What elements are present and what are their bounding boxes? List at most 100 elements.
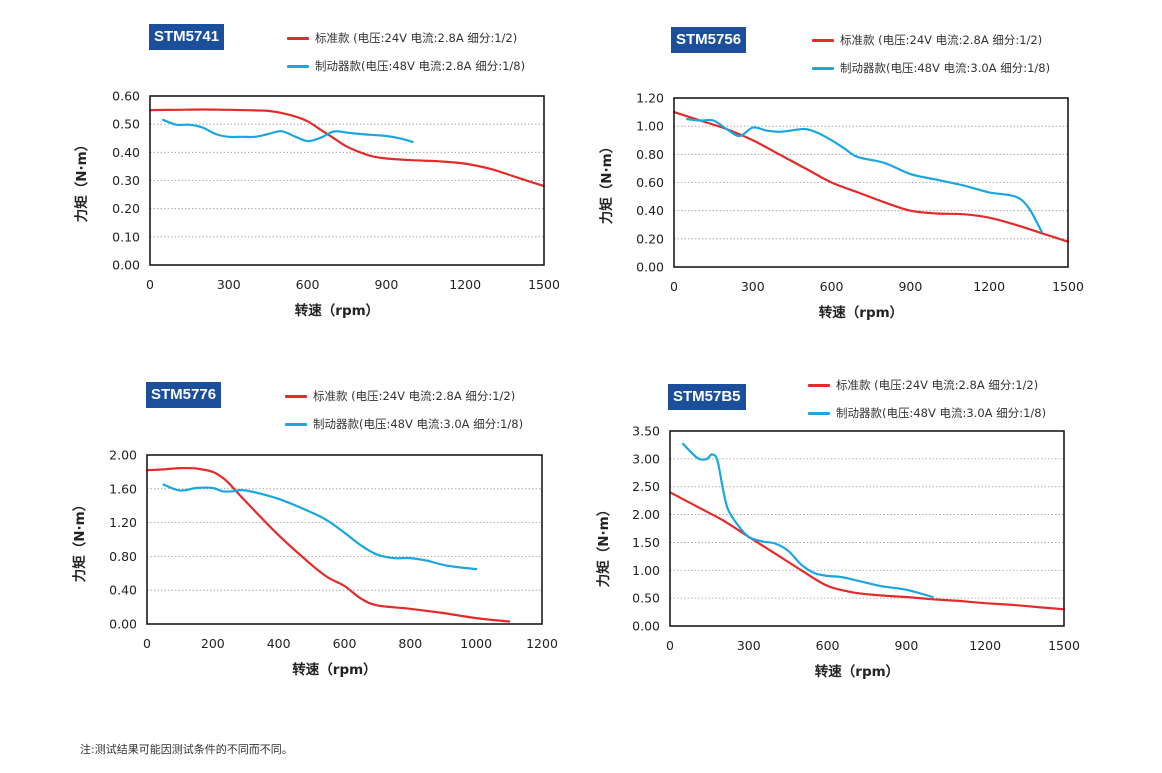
x-tick-label: 1500: [528, 277, 560, 292]
y-tick-label: 0.50: [112, 117, 140, 132]
x-tick-label: 800: [398, 636, 422, 651]
x-tick-label: 0: [666, 638, 674, 653]
legend-swatch-red: [812, 38, 834, 42]
series-line-standard: [672, 111, 1070, 243]
x-tick-label: 0: [143, 636, 151, 651]
y-tick-label: 1.50: [632, 535, 660, 550]
x-axis-label: 转速（rpm）: [295, 302, 379, 319]
y-tick-label: 0.00: [109, 617, 137, 632]
y-axis-label: 力矩（N·m）: [73, 138, 90, 223]
x-tick-label: 600: [820, 279, 844, 294]
legend-item-brake: 制动器款(电压:48V 电流:3.0A 细分:1/8): [812, 60, 1050, 76]
y-tick-label: 0.00: [632, 619, 660, 634]
legend-swatch-blue: [285, 422, 307, 426]
y-tick-label: 1.00: [632, 563, 660, 578]
y-tick-label: 0.10: [112, 229, 140, 244]
plot-frame: [673, 97, 1069, 268]
x-tick-label: 600: [333, 636, 357, 651]
y-tick-label: 0.30: [112, 173, 140, 188]
plot-frame: [149, 95, 545, 266]
series-line-brake: [682, 442, 934, 599]
x-tick-label: 300: [217, 277, 241, 292]
x-tick-label: 1500: [1048, 638, 1080, 653]
footnote: 注:测试结果可能因测试条件的不同而不同。: [80, 743, 293, 756]
y-tick-label: 3.00: [632, 451, 660, 466]
y-tick-label: 0.60: [112, 89, 140, 104]
y-tick-label: 1.20: [109, 515, 137, 530]
legend-label: 制动器款(电压:48V 电流:3.0A 细分:1/8): [836, 406, 1047, 420]
x-tick-label: 300: [737, 638, 761, 653]
y-tick-label: 0.40: [112, 145, 140, 160]
x-tick-label: 600: [816, 638, 840, 653]
y-tick-label: 0.20: [636, 231, 664, 246]
y-tick-label: 1.00: [636, 119, 664, 134]
legend-swatch-red: [287, 36, 309, 40]
series-line-standard: [148, 108, 546, 188]
chart-title-badge: STM57B5: [668, 384, 746, 410]
series-line-standard: [668, 491, 1066, 611]
series-line-brake: [162, 118, 414, 143]
x-tick-label: 900: [374, 277, 398, 292]
y-tick-label: 2.00: [109, 448, 137, 463]
y-tick-label: 2.50: [632, 479, 660, 494]
y-axis-label: 力矩（N·m）: [595, 503, 612, 588]
y-tick-label: 0.60: [636, 175, 664, 190]
legend-label: 标准款 (电压:24V 电流:2.8A 细分:1/2): [315, 31, 518, 45]
legend-item-standard: 标准款 (电压:24V 电流:2.8A 细分:1/2): [285, 388, 515, 404]
y-tick-label: 1.20: [636, 91, 664, 106]
y-tick-label: 0.40: [109, 583, 137, 598]
legend-item-standard: 标准款 (电压:24V 电流:2.8A 细分:1/2): [812, 32, 1042, 48]
y-tick-label: 0.00: [636, 260, 664, 275]
legend-item-brake: 制动器款(电压:48V 电流:3.0A 细分:1/8): [808, 405, 1046, 421]
y-tick-label: 3.50: [632, 424, 660, 439]
legend-swatch-blue: [808, 411, 830, 415]
legend-item-brake: 制动器款(电压:48V 电流:3.0A 细分:1/8): [285, 416, 523, 432]
y-tick-label: 0.20: [112, 201, 140, 216]
x-tick-label: 900: [894, 638, 918, 653]
x-tick-label: 900: [898, 279, 922, 294]
legend-label: 制动器款(电压:48V 电流:3.0A 细分:1/8): [313, 417, 524, 431]
chart-title-badge: STM5756: [671, 27, 747, 53]
x-tick-label: 1000: [460, 636, 492, 651]
series-line-brake: [686, 118, 1043, 233]
legend-swatch-red: [808, 383, 830, 387]
x-tick-label: 1200: [973, 279, 1005, 294]
x-tick-label: 0: [146, 277, 154, 292]
plot-frame: [669, 430, 1065, 627]
y-tick-label: 0.50: [632, 591, 660, 606]
chart-title-badge: STM5741: [149, 24, 225, 50]
legend-item-brake: 制动器款(电压:48V 电流:2.8A 细分:1/8): [287, 58, 525, 74]
x-tick-label: 1200: [449, 277, 481, 292]
chart-title-badge: STM5776: [146, 382, 222, 408]
y-tick-label: 2.00: [632, 507, 660, 522]
x-tick-label: 0: [670, 279, 678, 294]
series-line-standard: [145, 466, 511, 623]
y-axis-label: 力矩（N·m）: [71, 498, 88, 583]
x-axis-label: 转速（rpm）: [815, 663, 899, 680]
legend-item-standard: 标准款 (电压:24V 电流:2.8A 细分:1/2): [808, 377, 1038, 393]
y-tick-label: 0.00: [112, 258, 140, 273]
y-axis-label: 力矩（N·m）: [598, 140, 615, 225]
plot-frame: [146, 454, 543, 625]
x-tick-label: 600: [296, 277, 320, 292]
legend-swatch-blue: [287, 64, 309, 68]
legend-label: 制动器款(电压:48V 电流:3.0A 细分:1/8): [840, 61, 1051, 75]
x-tick-label: 1500: [1052, 279, 1084, 294]
x-tick-label: 1200: [526, 636, 558, 651]
x-tick-label: 400: [267, 636, 291, 651]
y-tick-label: 0.80: [109, 549, 137, 564]
legend-label: 制动器款(电压:48V 电流:2.8A 细分:1/8): [315, 59, 526, 73]
legend-label: 标准款 (电压:24V 电流:2.8A 细分:1/2): [836, 378, 1039, 392]
x-tick-label: 300: [741, 279, 765, 294]
x-tick-label: 1200: [969, 638, 1001, 653]
series-line-brake: [162, 483, 478, 571]
x-axis-label: 转速（rpm）: [292, 661, 376, 678]
y-tick-label: 0.80: [636, 147, 664, 162]
legend-swatch-blue: [812, 66, 834, 70]
legend-swatch-red: [285, 394, 307, 398]
